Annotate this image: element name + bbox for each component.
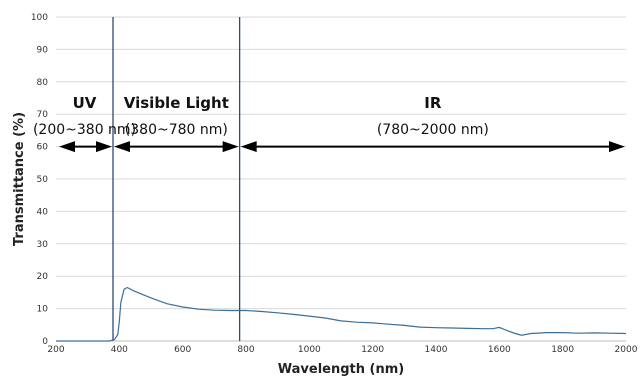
y-tick-labels: 0 10 20 30 40 50 60 70 80 90 100 xyxy=(31,13,48,347)
region-arrows xyxy=(59,141,625,153)
region-name: Visible Light xyxy=(124,94,229,112)
x-tick-label: 1800 xyxy=(551,345,574,355)
region-name: UV xyxy=(73,94,97,112)
region-range: (380~780 nm) xyxy=(125,122,228,138)
arrow-visible-light xyxy=(114,141,239,153)
y-axis-title: Transmittance (%) xyxy=(12,112,27,246)
y-tick-label: 60 xyxy=(37,143,49,153)
arrow-ir xyxy=(240,141,625,153)
y-tick-label: 40 xyxy=(37,207,49,217)
region-name: IR xyxy=(424,94,442,112)
y-tick-label: 10 xyxy=(37,305,49,315)
arrow-uv xyxy=(59,141,112,153)
x-tick-label: 2000 xyxy=(615,345,638,355)
x-tick-label: 1400 xyxy=(425,345,448,355)
y-tick-label: 100 xyxy=(31,13,48,23)
y-tick-label: 80 xyxy=(37,78,49,88)
x-axis-title: Wavelength (nm) xyxy=(278,362,404,377)
y-tick-label: 30 xyxy=(37,240,49,250)
gridlines xyxy=(56,16,626,310)
y-tick-label: 0 xyxy=(42,337,48,347)
series-line xyxy=(56,286,627,342)
x-tick-label: 1600 xyxy=(488,345,511,355)
x-tick-label: 1000 xyxy=(298,345,321,355)
x-tick-label: 400 xyxy=(111,345,128,355)
x-tick-label: 800 xyxy=(237,345,254,355)
region-range: (780~2000 nm) xyxy=(377,122,489,138)
x-tick-label: 1200 xyxy=(361,345,384,355)
region-boundaries xyxy=(112,17,241,341)
y-tick-label: 20 xyxy=(37,272,49,282)
region-range: (200~380 nm) xyxy=(33,122,136,138)
y-tick-label: 90 xyxy=(37,45,49,55)
x-tick-label: 600 xyxy=(174,345,191,355)
x-tick-labels: 200 400 600 800 1000 1200 1400 1600 1800 2000 xyxy=(47,345,637,355)
y-tick-label: 50 xyxy=(37,175,49,185)
region-labels: UV (200~380 nm) Visible Light (380~780 nm) I… xyxy=(33,94,489,138)
x-tick-label: 200 xyxy=(47,345,64,355)
y-tick-label: 70 xyxy=(37,110,49,120)
